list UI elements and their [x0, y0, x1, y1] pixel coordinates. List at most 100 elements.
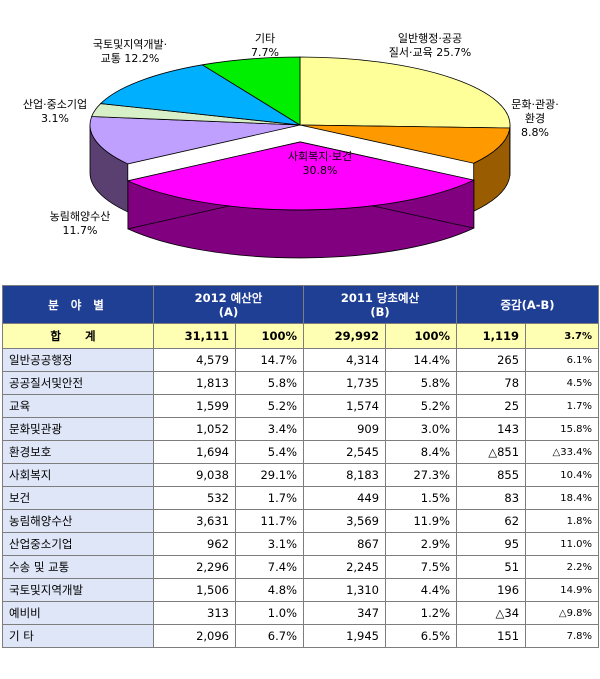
table-row: 예비비 313 1.0% 347 1.2% △34 △9.8% — [2, 601, 600, 625]
cell-b-pct: 1.5% — [385, 486, 458, 510]
cell-a: 532 — [153, 486, 236, 510]
cell-b: 1,310 — [303, 578, 387, 602]
total-a-pct: 100% — [234, 323, 305, 349]
table-row: 일반공공행정 4,579 14.7% 4,314 14.4% 265 6.1% — [2, 348, 600, 372]
pie-label-line: 7.7% — [251, 46, 279, 59]
cell-a-pct: 14.7% — [234, 348, 305, 372]
cell-a-pct: 29.1% — [234, 463, 305, 487]
header-change: 증감(A-B) — [456, 285, 600, 324]
cell-diff-pct: 15.8% — [525, 417, 600, 441]
cell-b-pct: 5.2% — [385, 394, 458, 418]
pie-slice-label: 산업·중소기업 3.1% — [23, 98, 87, 125]
cell-label: 농림해양수산 — [2, 509, 154, 533]
table-row: 농림해양수산 3,631 11.7% 3,569 11.9% 62 1.8% — [2, 509, 600, 533]
cell-a-pct: 6.7% — [234, 624, 305, 648]
pie-label-line: 11.7% — [63, 224, 98, 237]
pie-slice — [99, 64, 301, 126]
cell-diff-pct: 2.2% — [525, 555, 600, 579]
table-header-row: 분 야 별 2012 예산안 (A) 2011 당초예산 (B) 증감(A-B) — [2, 285, 600, 324]
cell-b: 867 — [303, 532, 387, 556]
pie-labels: 일반행정·공공 질서·교육 25.7% 문화·관광· 환경 8.8% 사회복지·보건 30.… — [23, 31, 559, 237]
cell-diff-pct: 1.7% — [525, 394, 600, 418]
cell-diff: △34 — [456, 601, 527, 625]
cell-diff: 95 — [456, 532, 527, 556]
pie-label-line: 국토및지역개발· — [93, 38, 167, 51]
cell-diff-pct: 18.4% — [525, 486, 600, 510]
cell-b-pct: 7.5% — [385, 555, 458, 579]
cell-a: 9,038 — [153, 463, 236, 487]
header-2012-sub: (A) — [218, 304, 239, 319]
cell-a: 4,579 — [153, 348, 236, 372]
total-diff-pct: 3.7% — [525, 323, 600, 349]
cell-b: 909 — [303, 417, 387, 441]
cell-label: 보건 — [2, 486, 154, 510]
cell-diff-pct: △9.8% — [525, 601, 600, 625]
cell-diff: 62 — [456, 509, 527, 533]
pie-slice — [89, 116, 301, 165]
total-diff: 1,119 — [456, 323, 527, 349]
table-row: 기 타 2,096 6.7% 1,945 6.5% 151 7.8% — [2, 624, 600, 648]
table-row: 교육 1,599 5.2% 1,574 5.2% 25 1.7% — [2, 394, 600, 418]
cell-diff: 143 — [456, 417, 527, 441]
cell-label: 사회복지 — [2, 463, 154, 487]
cell-diff: 78 — [456, 371, 527, 395]
cell-label: 일반공공행정 — [2, 348, 154, 372]
table-row: 산업중소기업 962 3.1% 867 2.9% 95 11.0% — [2, 532, 600, 556]
pie-slice — [126, 141, 476, 211]
pie-label-line: 기타 — [255, 32, 275, 45]
header-2012: 2012 예산안 (A) — [152, 285, 305, 324]
cell-diff: 265 — [456, 348, 527, 372]
cell-diff-pct: △33.4% — [525, 440, 600, 464]
table-row: 문화및관광 1,052 3.4% 909 3.0% 143 15.8% — [2, 417, 600, 441]
cell-b-pct: 2.9% — [385, 532, 458, 556]
cell-b-pct: 6.5% — [385, 624, 458, 648]
cell-diff-pct: 10.4% — [525, 463, 600, 487]
cell-a-pct: 5.2% — [234, 394, 305, 418]
header-2012-title: 2012 예산안 — [194, 290, 263, 305]
pie-slices — [89, 56, 511, 211]
table-row: 사회복지 9,038 29.1% 8,183 27.3% 855 10.4% — [2, 463, 600, 487]
cell-b: 347 — [303, 601, 387, 625]
header-2011-title: 2011 당초예산 — [340, 290, 420, 305]
cell-b: 2,545 — [303, 440, 387, 464]
pie-label-line: 문화·관광· — [511, 98, 558, 111]
cell-diff-pct: 1.8% — [525, 509, 600, 533]
cell-a-pct: 7.4% — [234, 555, 305, 579]
cell-b-pct: 14.4% — [385, 348, 458, 372]
cell-a: 2,096 — [153, 624, 236, 648]
total-a: 31,111 — [153, 323, 236, 349]
cell-diff-pct: 4.5% — [525, 371, 600, 395]
header-category: 분 야 별 — [2, 285, 154, 324]
pie-label-line: 환경 — [525, 112, 545, 125]
cell-label: 예비비 — [2, 601, 154, 625]
cell-a-pct: 11.7% — [234, 509, 305, 533]
cell-a: 2,296 — [153, 555, 236, 579]
pie-label-line: 질서·교육 25.7% — [389, 46, 471, 59]
cell-a: 1,599 — [153, 394, 236, 418]
cell-label: 기 타 — [2, 624, 154, 648]
pie-label-line: 사회복지·보건 — [288, 150, 352, 163]
cell-a-pct: 5.4% — [234, 440, 305, 464]
cell-a: 1,506 — [153, 578, 236, 602]
pie-slice-label: 기타 7.7% — [251, 32, 279, 59]
pie-label-line: 30.8% — [303, 164, 338, 177]
cell-b-pct: 3.0% — [385, 417, 458, 441]
cell-b: 1,945 — [303, 624, 387, 648]
table-row: 보건 532 1.7% 449 1.5% 83 18.4% — [2, 486, 600, 510]
pie-label-line: 일반행정·공공 — [398, 31, 462, 45]
pie-slice — [201, 56, 301, 126]
cell-b: 8,183 — [303, 463, 387, 487]
pie-slice-label: 일반행정·공공 질서·교육 25.7% — [389, 31, 471, 59]
table-row: 국토및지역개발 1,506 4.8% 1,310 4.4% 196 14.9% — [2, 578, 600, 602]
total-label: 합 계 — [2, 323, 154, 349]
cell-diff-pct: 11.0% — [525, 532, 600, 556]
cell-a-pct: 1.0% — [234, 601, 305, 625]
cell-diff: 25 — [456, 394, 527, 418]
cell-b-pct: 5.8% — [385, 371, 458, 395]
table-row: 수송 및 교통 2,296 7.4% 2,245 7.5% 51 2.2% — [2, 555, 600, 579]
cell-diff: 151 — [456, 624, 527, 648]
cell-label: 산업중소기업 — [2, 532, 154, 556]
pie-slice-label: 농림해양수산 11.7% — [50, 209, 111, 237]
total-b: 29,992 — [303, 323, 387, 349]
cell-b: 449 — [303, 486, 387, 510]
